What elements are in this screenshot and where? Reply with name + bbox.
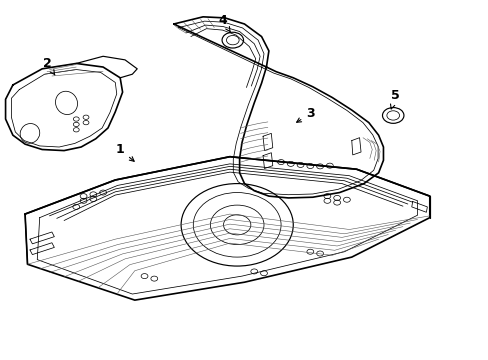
- Text: 4: 4: [218, 14, 230, 32]
- Text: 2: 2: [42, 57, 55, 75]
- Text: 3: 3: [296, 107, 314, 122]
- Text: 1: 1: [116, 143, 134, 161]
- Text: 5: 5: [390, 89, 399, 109]
